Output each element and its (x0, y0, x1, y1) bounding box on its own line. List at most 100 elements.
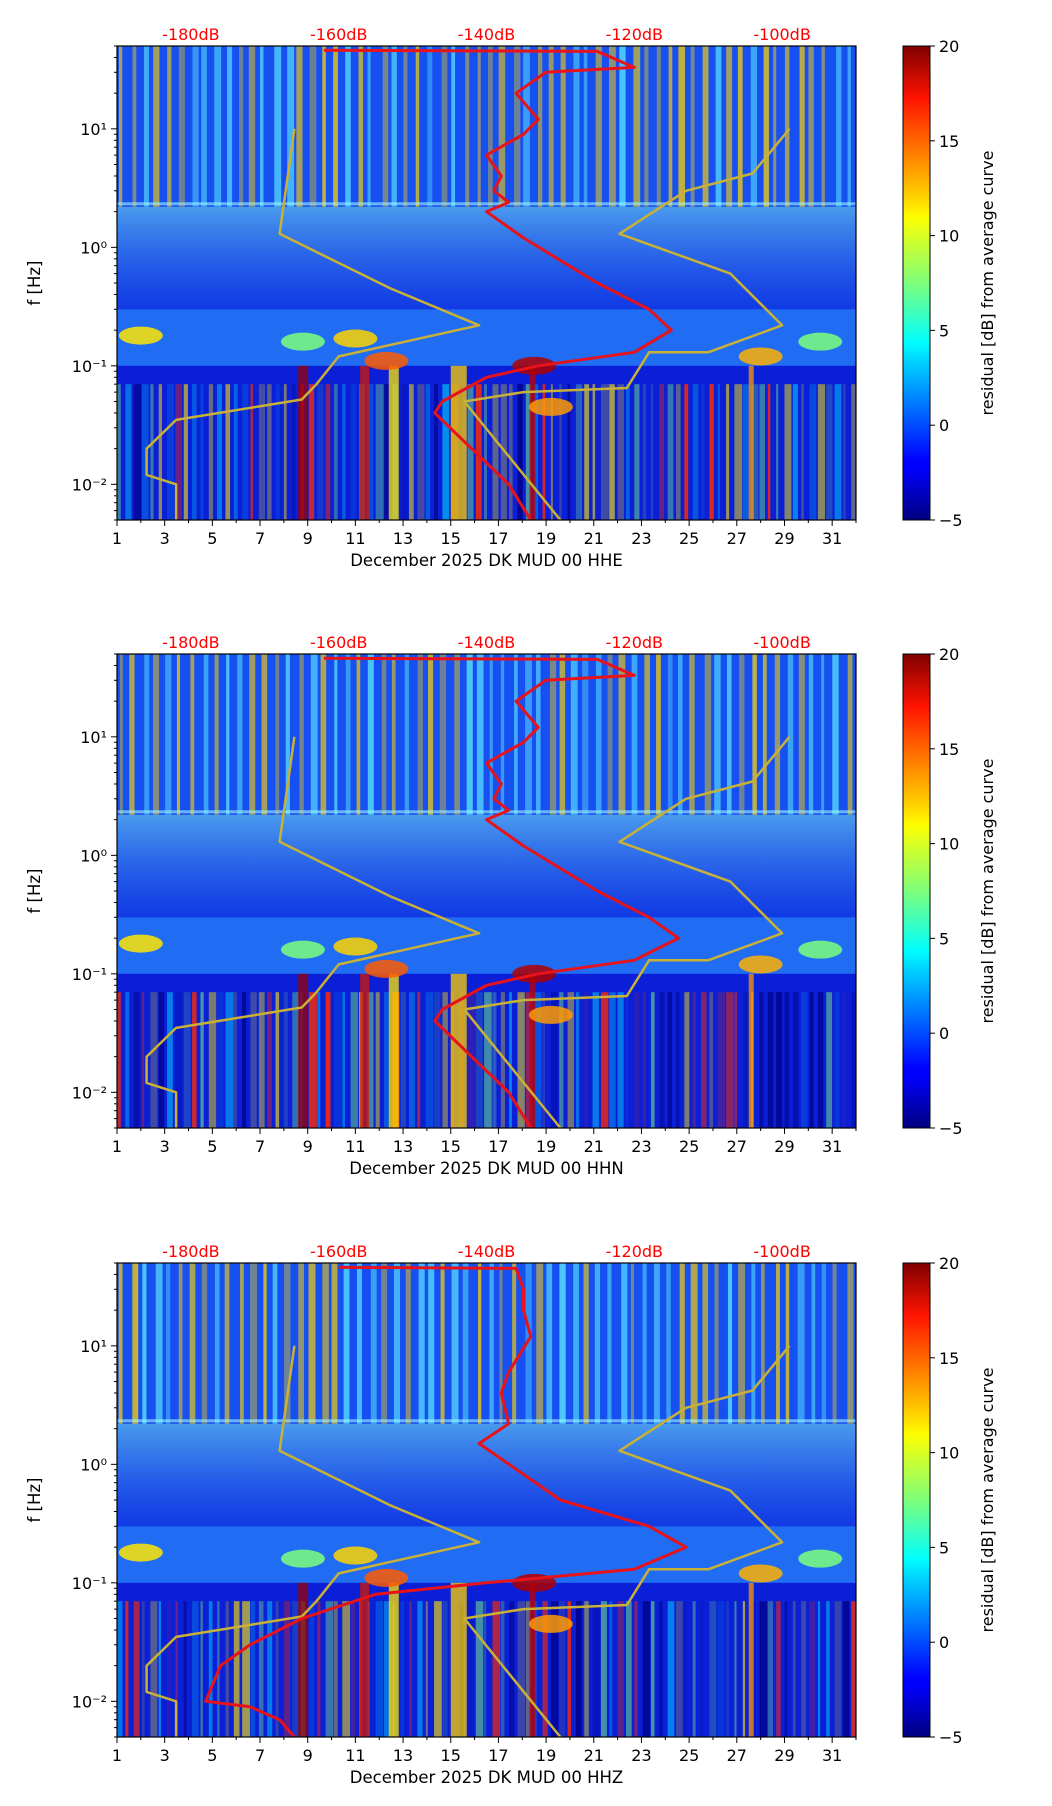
band-high-freq (117, 46, 856, 207)
low-freq-stripe (584, 992, 588, 1128)
hf-stripe (167, 46, 172, 207)
colorbar-tick-label: −5 (939, 1119, 963, 1138)
x-tick-label: 13 (393, 1746, 413, 1765)
hf-stripe (821, 654, 825, 815)
low-freq-stripe (767, 992, 774, 1128)
db-tick-label: -140dB (458, 1242, 515, 1261)
x-tick-label: 15 (441, 529, 461, 548)
low-freq-stripe (559, 992, 564, 1128)
low-freq-stripe (717, 992, 726, 1128)
hf-stripe (320, 654, 327, 815)
x-tick-label: 25 (679, 1746, 699, 1765)
x-tick-label: 31 (822, 1746, 842, 1765)
hf-stripe (333, 46, 338, 207)
hf-stripe (261, 654, 268, 815)
low-freq-stripe (200, 992, 204, 1128)
hf-stripe (811, 1263, 816, 1424)
low-freq-stripe (826, 992, 833, 1128)
hf-stripe (514, 654, 518, 815)
hf-stripe (478, 1263, 482, 1424)
low-freq-stripe (417, 384, 425, 520)
low-freq-stripe (742, 384, 750, 520)
low-freq-stripe (409, 992, 415, 1128)
noise-model-curve (463, 1345, 791, 1737)
low-freq-stripe (467, 992, 475, 1128)
hf-stripe (689, 654, 695, 815)
hf-stripe (440, 1263, 445, 1424)
station-psd-curve (323, 48, 673, 520)
hf-stripe (298, 1263, 305, 1424)
event-stripe (360, 973, 370, 1128)
low-freq-stripe (534, 1601, 537, 1737)
x-tick-label: 3 (160, 529, 170, 548)
low-freq-stripe (525, 992, 533, 1128)
y-tick-label: 10⁻² (72, 1083, 107, 1102)
x-tick-label: 9 (303, 529, 313, 548)
hf-stripe (621, 1263, 628, 1424)
x-tick-label: 17 (488, 1746, 508, 1765)
low-freq-stripe (183, 384, 188, 520)
low-freq-stripe (325, 992, 331, 1128)
hf-stripe (345, 46, 351, 207)
hf-stripe (226, 654, 230, 815)
low-freq-stripe (258, 1601, 264, 1737)
hf-stripe (750, 46, 757, 207)
low-freq-stripe (701, 384, 705, 520)
low-freq-stripe (409, 1601, 412, 1737)
y-axis-label: f [Hz] (25, 1478, 44, 1523)
low-freq-stripe (550, 992, 558, 1128)
hf-stripe (570, 654, 578, 815)
low-freq-stripe (592, 384, 596, 520)
low-freq-stripe (625, 992, 629, 1128)
hf-stripe (201, 1263, 208, 1424)
low-freq-stripe (467, 1601, 474, 1737)
hf-stripe (451, 46, 456, 207)
spectrogram (117, 46, 856, 520)
x-tick-label: 27 (727, 529, 747, 548)
hf-stripe (119, 654, 123, 815)
x-tick-label: 11 (345, 1137, 365, 1156)
x-tick-label: 15 (441, 1137, 461, 1156)
hf-stripe (404, 654, 410, 815)
hf-stripe (237, 654, 243, 815)
hf-stripe (690, 46, 695, 207)
hf-stripe (546, 1263, 553, 1424)
x-tick-label: 31 (822, 529, 842, 548)
hf-stripe (808, 46, 814, 207)
low-freq-stripe (684, 384, 689, 520)
hf-stripe (129, 654, 135, 815)
low-freq-stripe (492, 384, 499, 520)
low-freq-stripe (158, 992, 165, 1128)
colorbar-gradient (902, 1262, 931, 1738)
low-freq-stripe (709, 992, 714, 1128)
low-freq-stripe (425, 1601, 428, 1737)
y-axis: 10⁻² 10⁻¹ 10⁰ 10¹ (72, 45, 117, 521)
hf-stripe (704, 654, 712, 815)
hf-stripe (489, 654, 493, 815)
microseism-blob (333, 937, 378, 956)
low-freq-stripe (175, 384, 182, 520)
hf-stripe (240, 1263, 244, 1424)
hf-stripe (403, 46, 408, 207)
x-tick-label: 25 (679, 529, 699, 548)
colorbar-tick-label: 10 (939, 1444, 959, 1463)
hf-stripe (155, 1263, 163, 1424)
hf-stripe (653, 1263, 660, 1424)
low-freq-stripe (233, 1601, 240, 1737)
hf-stripe (739, 654, 745, 815)
x-tick-label: 17 (488, 1137, 508, 1156)
low-freq-stripe (225, 1601, 229, 1737)
low-freq-stripe (525, 384, 531, 520)
hf-stripe (573, 1263, 579, 1424)
x-tick-label: 1 (112, 1137, 122, 1156)
low-freq-stripe (584, 1601, 589, 1737)
low-freq-stripe (333, 1601, 338, 1737)
hf-stripe (594, 1263, 601, 1424)
hf-stripe (391, 654, 396, 815)
hf-stripe (427, 46, 433, 207)
hf-stripe (798, 654, 805, 815)
low-freq-stripe (667, 992, 673, 1128)
low-freq-stripe (133, 384, 141, 520)
low-freq-stripe (742, 992, 751, 1128)
hf-stripe (214, 1263, 220, 1424)
